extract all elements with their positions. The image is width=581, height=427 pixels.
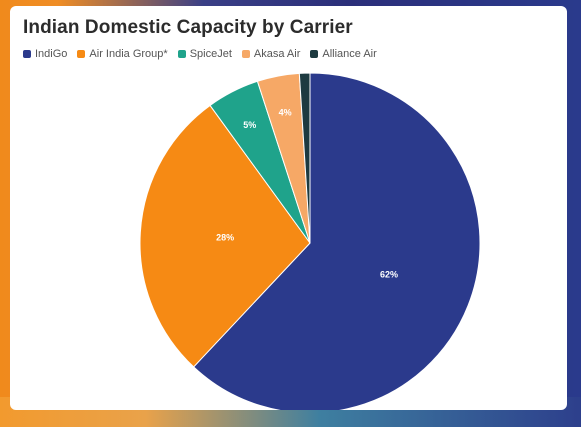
pie-slice-indigo	[192, 72, 481, 410]
legend-item-akasa-air: Akasa Air	[241, 48, 301, 60]
legend-swatch	[177, 50, 186, 58]
legend-label: Alliance Air	[322, 48, 377, 60]
legend-label: Akasa Air	[253, 48, 301, 60]
data-label-air-india-group: 28%	[216, 233, 234, 243]
legend-swatch	[77, 50, 86, 58]
pie-slice-air-india-group	[139, 104, 311, 368]
legend-item-indigo: IndiGo	[23, 48, 67, 60]
pie-chart: 62% 28% 5% 4%	[139, 72, 481, 410]
legend-swatch	[310, 50, 319, 58]
chart-card: Indian Domestic Capacity by Carrier Indi…	[10, 6, 567, 410]
legend-item-spicejet: SpiceJet	[177, 48, 232, 60]
legend-label: IndiGo	[35, 48, 68, 60]
legend-item-alliance-air: Alliance Air	[310, 48, 377, 60]
chart-legend: IndiGo Air India Group* SpiceJet Akasa A…	[23, 48, 377, 60]
legend-swatch	[241, 50, 250, 58]
pie-slice-alliance-air	[298, 72, 311, 244]
chart-title: Indian Domestic Capacity by Carrier	[23, 17, 353, 38]
data-label-akasa-air: 4%	[279, 108, 292, 118]
data-label-indigo: 62%	[380, 269, 398, 279]
legend-label: Air India Group*	[89, 48, 168, 60]
data-label-spicejet: 5%	[243, 120, 256, 130]
legend-label: SpiceJet	[189, 48, 232, 60]
legend-swatch	[23, 50, 31, 58]
legend-item-air-india-group: Air India Group*	[77, 48, 168, 60]
